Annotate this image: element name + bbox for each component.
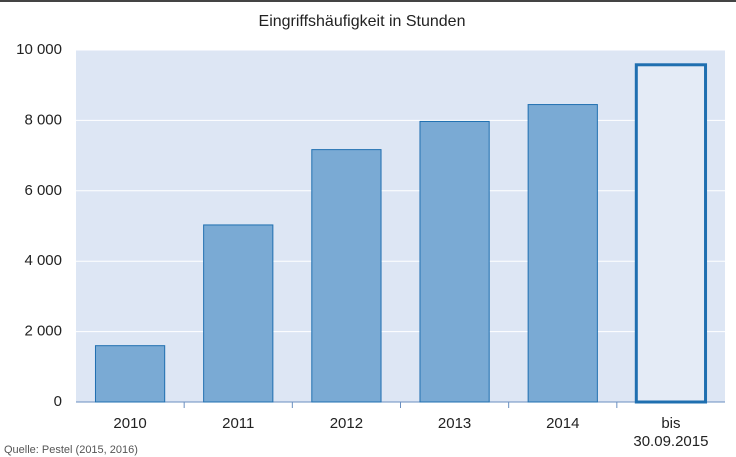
bar — [94, 345, 166, 403]
x-tick-label: 2014 — [546, 415, 579, 432]
y-tick-label: 2 000 — [24, 323, 62, 340]
x-tick-label: bis 30.09.2015 — [633, 415, 708, 450]
bar — [311, 149, 382, 403]
x-tick-label: 2013 — [438, 415, 471, 432]
y-tick-label: 8 000 — [24, 111, 62, 128]
y-tick-label: 0 — [54, 393, 62, 410]
chart-title: Eingriffshäufigkeit in Stunden — [259, 13, 466, 30]
bar — [419, 120, 490, 403]
source-note: Quelle: Pestel (2015, 2016) — [4, 444, 138, 456]
x-tick-label: 2011 — [222, 415, 254, 432]
y-tick-label: 4 000 — [24, 252, 62, 269]
plot-area — [76, 50, 725, 402]
bar — [527, 104, 598, 403]
y-tick-label: 6 000 — [24, 182, 62, 199]
bar — [634, 63, 708, 404]
x-tick-label: 2012 — [330, 415, 363, 432]
bar — [203, 224, 274, 403]
y-tick-label: 10 000 — [16, 41, 62, 58]
x-tick-label: 2010 — [113, 415, 146, 432]
